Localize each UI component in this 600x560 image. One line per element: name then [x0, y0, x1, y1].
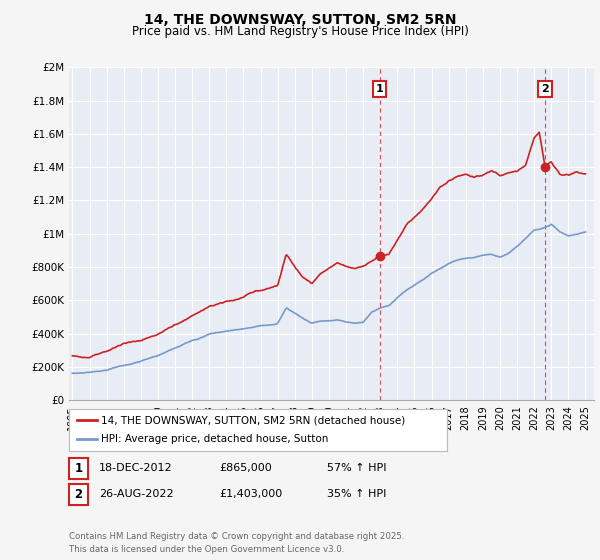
- Text: 18-DEC-2012: 18-DEC-2012: [99, 463, 173, 473]
- Text: 2: 2: [541, 84, 549, 94]
- Text: 26-AUG-2022: 26-AUG-2022: [99, 489, 173, 500]
- Text: 35% ↑ HPI: 35% ↑ HPI: [327, 489, 386, 500]
- Text: £1,403,000: £1,403,000: [219, 489, 282, 500]
- Text: 57% ↑ HPI: 57% ↑ HPI: [327, 463, 386, 473]
- Text: £865,000: £865,000: [219, 463, 272, 473]
- Text: 1: 1: [376, 84, 383, 94]
- Text: 14, THE DOWNSWAY, SUTTON, SM2 5RN (detached house): 14, THE DOWNSWAY, SUTTON, SM2 5RN (detac…: [101, 415, 406, 425]
- Text: 2: 2: [74, 488, 83, 501]
- Text: 1: 1: [74, 461, 83, 475]
- Text: Contains HM Land Registry data © Crown copyright and database right 2025.
This d: Contains HM Land Registry data © Crown c…: [69, 533, 404, 554]
- Text: HPI: Average price, detached house, Sutton: HPI: Average price, detached house, Sutt…: [101, 435, 329, 445]
- Text: 14, THE DOWNSWAY, SUTTON, SM2 5RN: 14, THE DOWNSWAY, SUTTON, SM2 5RN: [144, 13, 456, 27]
- Text: Price paid vs. HM Land Registry's House Price Index (HPI): Price paid vs. HM Land Registry's House …: [131, 25, 469, 39]
